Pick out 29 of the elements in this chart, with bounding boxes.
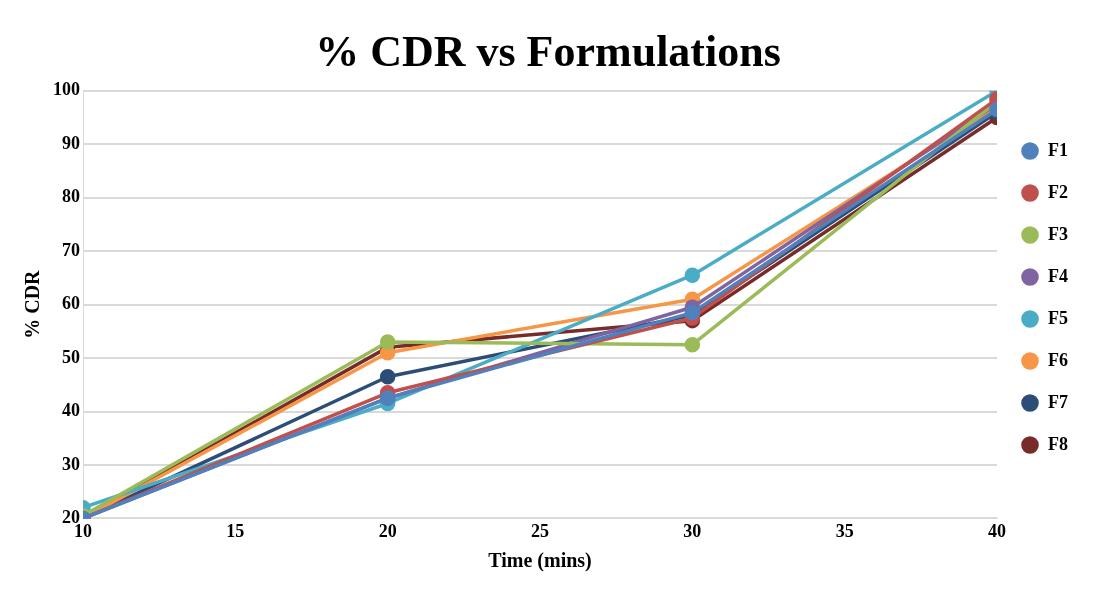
- legend-label: F7: [1048, 391, 1068, 412]
- y-tick-label: 80: [62, 186, 80, 207]
- point: [684, 267, 701, 283]
- y-tick-label: 60: [62, 293, 80, 314]
- x-tick-label: 30: [683, 520, 702, 541]
- x-tick-label: 35: [835, 520, 854, 541]
- y-tick-label: 70: [62, 239, 80, 260]
- chart-title: % CDR vs Formulations: [315, 26, 781, 76]
- y-tick-label: 90: [62, 132, 80, 153]
- x-axis-title: Time (mins): [488, 549, 592, 573]
- y-tick-label: 30: [62, 453, 80, 474]
- x-tick-label: 20: [378, 520, 397, 541]
- legend-label: F5: [1048, 307, 1068, 328]
- legend-label: F6: [1048, 349, 1068, 370]
- x-tick-label: 15: [226, 520, 245, 541]
- y-tick-label: 40: [62, 400, 80, 421]
- y-tick-label: 100: [53, 79, 80, 100]
- point: [379, 334, 396, 350]
- legend-label: F3: [1048, 223, 1068, 244]
- legend-label: F1: [1048, 139, 1068, 160]
- legend-label: F4: [1048, 265, 1068, 286]
- y-tick-label: 50: [62, 346, 80, 367]
- x-tick-label: 25: [531, 520, 549, 541]
- legend-label: F8: [1048, 433, 1068, 454]
- point: [379, 369, 396, 385]
- legend-label: F2: [1048, 181, 1068, 202]
- point: [684, 336, 701, 353]
- x-tick-label: 40: [988, 520, 1006, 541]
- y-axis-title: % CDR: [21, 269, 44, 339]
